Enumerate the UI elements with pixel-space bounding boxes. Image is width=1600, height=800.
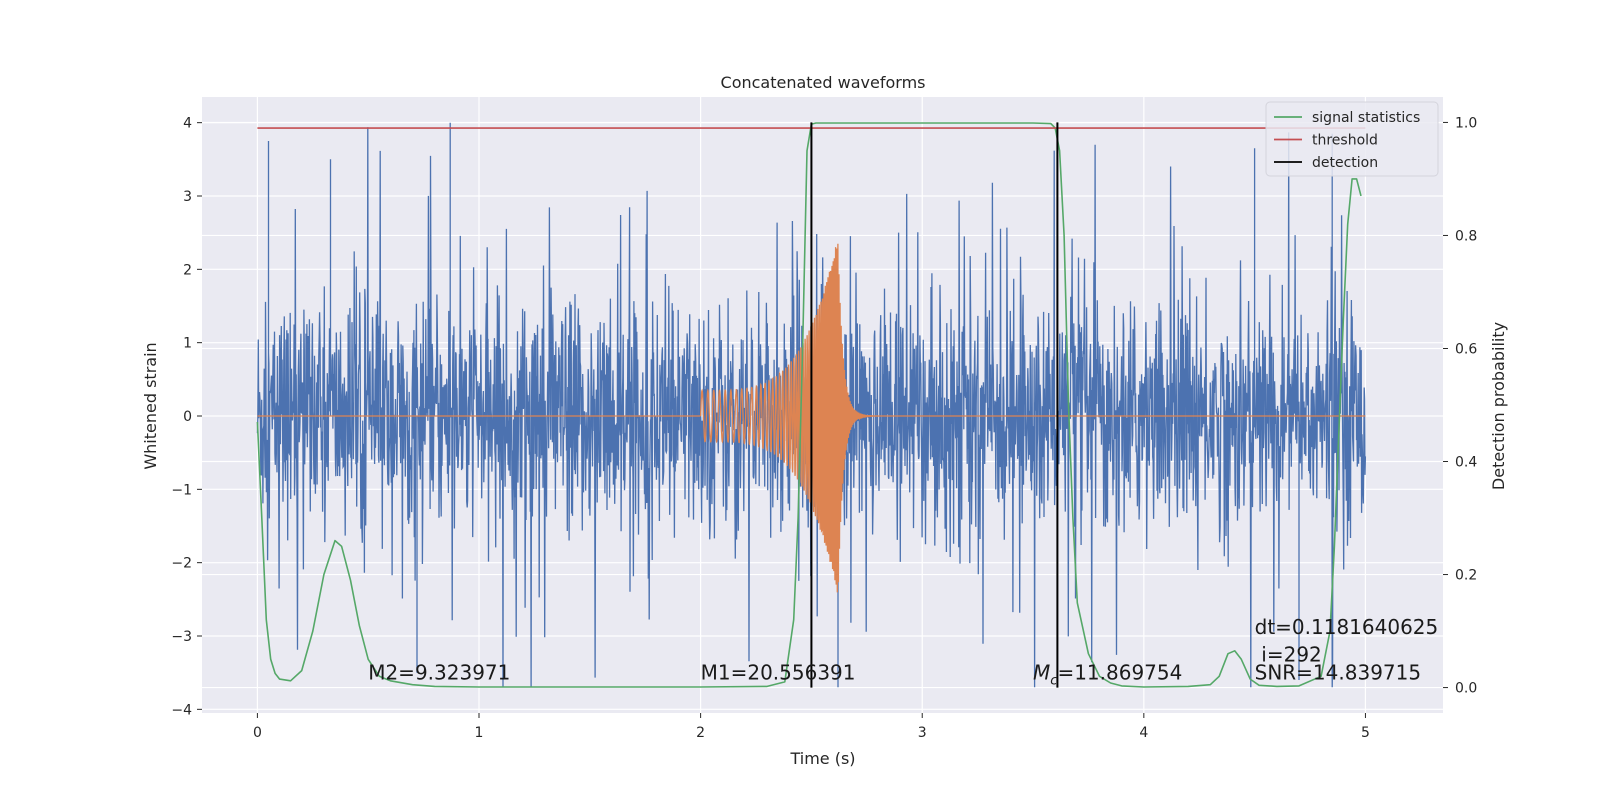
y2-tick-label: 0.4	[1455, 455, 1477, 471]
y2-axis-label: Detection probability	[1489, 322, 1508, 490]
legend-label: threshold	[1312, 133, 1378, 149]
x-axis-ticks: 0 1 2 3 4 5	[253, 713, 1370, 741]
y-axis-label: Whitened strain	[141, 342, 160, 469]
annotation-label: i=292	[1261, 642, 1322, 666]
y-tick-label: 3	[183, 189, 192, 205]
chart-title: Concatenated waveforms	[721, 73, 926, 92]
y-tick-label: 2	[183, 262, 192, 278]
y-tick-label: −1	[171, 482, 192, 498]
x-axis-label: Time (s)	[789, 749, 855, 768]
annotation-label: SNR=14.839715	[1255, 661, 1421, 685]
annotation-label: Mc=11.869754	[1033, 661, 1182, 689]
y-axis-ticks: 4 3 2 1 0 −1 −2 −3 −4	[171, 116, 202, 718]
detection-lines	[810, 122, 1059, 688]
y-tick-label: −2	[171, 556, 192, 572]
annotation-label: M2=9.323971	[368, 661, 510, 685]
x-tick-label: 1	[475, 725, 484, 741]
y-tick-label: 0	[183, 409, 192, 425]
legend-label: signal statistics	[1312, 110, 1420, 126]
annotation-label: dt=0.1181640625	[1255, 615, 1439, 639]
y2-tick-label: 0.0	[1455, 681, 1477, 697]
y2-tick-label: 0.8	[1455, 228, 1477, 244]
x-tick-label: 0	[253, 725, 262, 741]
y2-axis-ticks: 1.0 0.8 0.6 0.4 0.2 0.0	[1443, 115, 1477, 697]
y2-tick-label: 0.2	[1455, 568, 1477, 584]
y-tick-label: −3	[171, 629, 192, 645]
y2-tick-label: 1.0	[1455, 115, 1477, 131]
x-tick-label: 3	[918, 725, 927, 741]
signal-statistics-line	[256, 122, 1362, 688]
y2-tick-label: 0.6	[1455, 341, 1477, 357]
legend-label: detection	[1312, 155, 1378, 171]
annotations: M2=9.323971 M1=20.556391 Mc=11.869754 dt=0.…	[368, 615, 1438, 688]
x-tick-label: 5	[1361, 725, 1370, 741]
y-tick-label: −4	[171, 702, 192, 718]
legend-box	[1265, 101, 1439, 177]
y-tick-label: 4	[183, 116, 192, 132]
x-tick-label: 2	[696, 725, 705, 741]
legend: signal statistics threshold detection	[1265, 101, 1439, 177]
annotation-label: M1=20.556391	[701, 661, 856, 685]
y-tick-label: 1	[183, 336, 192, 352]
x-tick-label: 4	[1139, 725, 1148, 741]
